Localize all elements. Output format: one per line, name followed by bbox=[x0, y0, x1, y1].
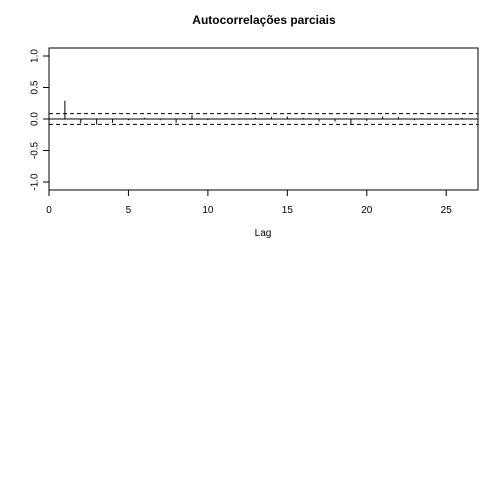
plot-area bbox=[49, 100, 478, 125]
y-tick-label: 1.0 bbox=[30, 49, 41, 63]
x-tick-label: 0 bbox=[46, 205, 52, 216]
x-axis: 0 5 10 15 20 25 bbox=[46, 189, 453, 216]
x-tick-label: 10 bbox=[202, 205, 214, 216]
x-tick-label: 20 bbox=[361, 205, 373, 216]
y-tick-label: -0.5 bbox=[30, 141, 41, 159]
y-axis: -1.0 -0.5 0.0 0.5 1.0 bbox=[30, 49, 50, 191]
y-tick-label: -1.0 bbox=[30, 173, 41, 191]
x-tick-label: 15 bbox=[282, 205, 294, 216]
chart-title: Autocorrelações parciais bbox=[192, 13, 336, 27]
x-tick-label: 25 bbox=[441, 205, 453, 216]
y-tick-label: 0.0 bbox=[30, 112, 41, 126]
x-axis-label: Lag bbox=[255, 228, 272, 239]
y-tick-label: 0.5 bbox=[30, 80, 41, 94]
x-tick-label: 5 bbox=[126, 205, 132, 216]
